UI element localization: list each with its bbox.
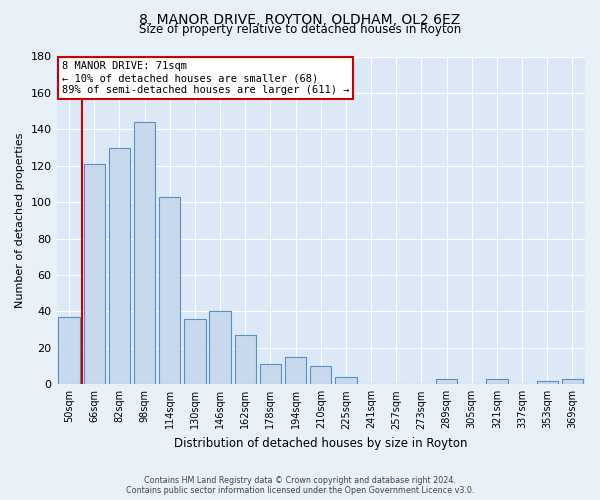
Text: Contains HM Land Registry data © Crown copyright and database right 2024.
Contai: Contains HM Land Registry data © Crown c… xyxy=(126,476,474,495)
Bar xyxy=(536,380,558,384)
Bar xyxy=(109,148,130,384)
Text: Size of property relative to detached houses in Royton: Size of property relative to detached ho… xyxy=(139,22,461,36)
Text: 8 MANOR DRIVE: 71sqm
← 10% of detached houses are smaller (68)
89% of semi-detac: 8 MANOR DRIVE: 71sqm ← 10% of detached h… xyxy=(62,62,349,94)
Text: 8, MANOR DRIVE, ROYTON, OLDHAM, OL2 6EZ: 8, MANOR DRIVE, ROYTON, OLDHAM, OL2 6EZ xyxy=(139,12,461,26)
Bar xyxy=(486,379,508,384)
Bar xyxy=(184,318,206,384)
Bar xyxy=(436,379,457,384)
Y-axis label: Number of detached properties: Number of detached properties xyxy=(15,132,25,308)
Bar xyxy=(335,377,356,384)
Bar xyxy=(83,164,105,384)
X-axis label: Distribution of detached houses by size in Royton: Distribution of detached houses by size … xyxy=(174,437,467,450)
Bar xyxy=(235,335,256,384)
Bar xyxy=(134,122,155,384)
Bar xyxy=(260,364,281,384)
Bar xyxy=(209,312,231,384)
Bar xyxy=(285,357,307,384)
Bar xyxy=(310,366,331,384)
Bar xyxy=(159,196,181,384)
Bar xyxy=(562,379,583,384)
Bar xyxy=(58,317,80,384)
